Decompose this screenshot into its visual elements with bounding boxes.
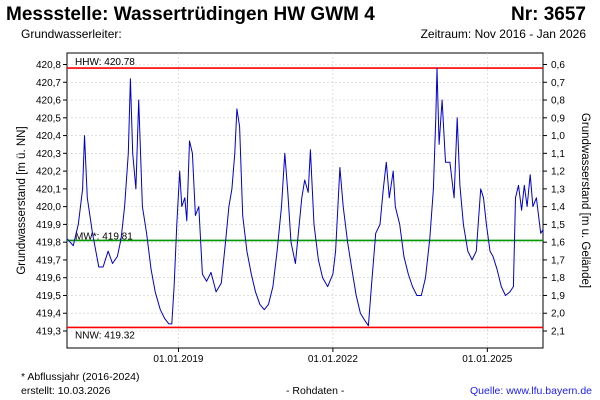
y-tick-label: 420,0 xyxy=(36,202,61,213)
period-label: Zeitraum: Nov 2016 - Jan 2026 xyxy=(420,27,586,41)
y-tick-label: 420,2 xyxy=(36,167,61,178)
raw-data-label: - Rohdaten - xyxy=(286,385,345,397)
y-tick-label: 420,4 xyxy=(36,131,61,142)
y2-tick-label: 2,0 xyxy=(551,309,565,320)
y-tick-label: 420,1 xyxy=(36,184,61,195)
y2-tick-label: 1,9 xyxy=(551,291,565,302)
x-tick-label: 01.01.2025 xyxy=(462,354,512,365)
y-tick-label: 419,6 xyxy=(36,273,61,284)
y2-tick-label: 1,6 xyxy=(551,238,565,249)
y2-tick-label: 1,5 xyxy=(551,220,565,231)
y2-tick-label: 0,9 xyxy=(551,113,565,124)
y-tick-label: 419,4 xyxy=(36,309,61,320)
y-tick-label: 419,8 xyxy=(36,238,61,249)
y2-tick-label: 0,8 xyxy=(551,96,565,107)
y-tick-label: 420,3 xyxy=(36,149,61,160)
y2-tick-label: 0,7 xyxy=(551,78,565,89)
y-tick-label: 420,8 xyxy=(36,60,61,71)
y-tick-label: 420,7 xyxy=(36,78,61,89)
y-tick-label: 419,3 xyxy=(36,327,61,338)
y2-tick-label: 1,3 xyxy=(551,184,565,195)
chart-title: Messstelle: Wassertrüdingen HW GWM 4 xyxy=(6,4,375,25)
groundwater-level-line xyxy=(66,67,544,327)
x-tick-label: 01.01.2019 xyxy=(153,354,203,365)
y-tick-label: 419,9 xyxy=(36,220,61,231)
y2-tick-label: 1,4 xyxy=(551,202,565,213)
reference-line-label: NNW: 419.32 xyxy=(75,330,135,341)
station-number: Nr: 3657 xyxy=(511,4,586,25)
x-tick-label: 01.01.2022 xyxy=(308,354,358,365)
y-tick-label: 419,5 xyxy=(36,291,61,302)
y2-tick-label: 2,1 xyxy=(551,327,565,338)
y2-axis-label: Grundwasserstand [m u. Gelände] xyxy=(579,113,591,288)
aquifer-label: Grundwasserleiter: xyxy=(21,27,122,41)
reference-line-label: MW*: 419.81 xyxy=(75,231,133,242)
y-tick-label: 419,7 xyxy=(36,255,61,266)
plot-area xyxy=(66,52,544,349)
reference-line-label: HHW: 420.78 xyxy=(75,57,135,68)
y2-tick-label: 1,0 xyxy=(551,131,565,142)
y2-tick-label: 1,7 xyxy=(551,255,565,266)
y2-tick-label: 1,2 xyxy=(551,167,565,178)
y-axis-label: Grundwasserstand [m ü. NN] xyxy=(16,126,28,274)
y2-tick-label: 1,8 xyxy=(551,273,565,284)
y2-tick-label: 1,1 xyxy=(551,149,565,160)
y-tick-label: 420,5 xyxy=(36,113,61,124)
y2-tick-label: 0,6 xyxy=(551,60,565,71)
y-tick-label: 420,6 xyxy=(36,96,61,107)
source-link[interactable]: Quelle: www.lfu.bayern.de xyxy=(470,385,592,397)
created-date: erstellt: 10.03.2026 xyxy=(21,385,111,397)
footnote: * Abflussjahr (2016-2024) xyxy=(21,371,140,383)
